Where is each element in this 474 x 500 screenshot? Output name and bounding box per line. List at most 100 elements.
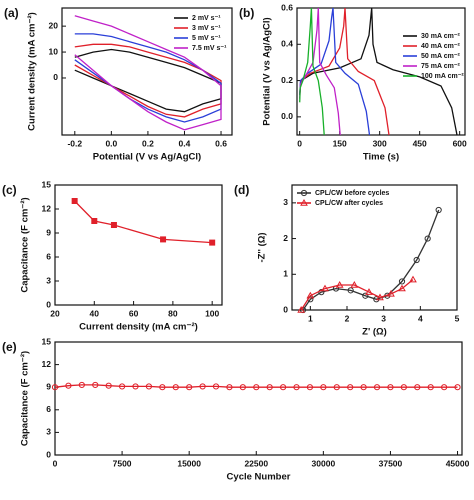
x-tick-label: 450 [413,138,427,148]
legend-label: 7.5 mV s⁻¹ [192,45,227,52]
plot-frame [296,7,466,136]
panel-label: (e) [2,340,17,354]
y-tick-label: 15 [42,179,52,189]
legend-label: 30 mA cm⁻² [421,33,461,40]
y-tick-label: 2 [283,233,288,243]
y-tick-label: 20 [49,20,59,30]
marker [360,384,367,391]
legend-label: 5 mV s⁻¹ [192,35,221,42]
data-line [54,384,458,388]
x-axis-label: Time (s) [363,152,399,163]
marker [413,256,420,264]
marker [321,284,329,292]
marker [400,384,407,391]
x-tick-label: 150 [333,138,347,148]
x-axis-label: Current density (mA cm⁻²) [79,322,198,333]
x-tick-label: 4 [418,313,423,323]
legend-label: CPL/CW after cycles [315,200,383,207]
data-line [299,7,325,136]
marker [266,384,273,391]
marker [253,384,260,391]
marker [333,384,340,391]
panel-label: (b) [239,6,254,20]
marker [118,383,126,390]
marker [320,384,327,391]
marker [454,384,461,391]
y-tick-label: 12 [42,203,52,213]
marker [105,382,112,389]
x-tick-label: 1 [308,313,313,323]
legend-label: 3 mV s⁻¹ [192,25,221,32]
y-tick-label: 0.2 [281,75,293,85]
marker [335,280,344,288]
marker [209,239,216,246]
x-tick-label: 300 [373,138,387,148]
x-tick-label: 0.2 [142,138,154,148]
y-tick-label: 0 [46,299,51,309]
x-axis-label: Z' (Ω) [362,327,387,338]
panel-label: (d) [234,183,249,197]
marker [441,384,448,391]
x-tick-label: 22500 [244,458,268,468]
y-axis-label: -Z'' (Ω) [257,232,268,262]
marker [306,384,314,391]
marker [300,189,308,197]
x-tick-label: 600 [453,138,467,148]
y-tick-label: 12 [42,359,52,369]
plot-frame [54,341,463,456]
legend-label: CPL/CW before cycles [315,190,389,197]
marker [398,278,406,285]
x-tick-label: 0.4 [179,138,191,148]
x-tick-label: 0 [297,138,302,148]
legend-label: 50 mA cm⁻² [421,53,461,60]
x-axis-label: Potential (V vs Ag/AgCl) [93,152,201,163]
panel-label: (a) [4,6,19,20]
y-tick-label: 9 [46,381,51,391]
x-tick-label: 15000 [177,458,201,468]
legend-label: 75 mA cm⁻² [421,63,461,70]
x-axis-label: Cycle Number [227,472,291,483]
x-tick-label: 0.6 [215,138,227,148]
plot-frame [61,7,233,136]
x-tick-label: 100 [205,308,219,318]
y-tick-label: 3 [283,197,288,207]
legend-label: 40 mA cm⁻² [421,43,461,50]
marker [172,384,179,391]
marker [350,280,359,288]
marker [145,383,153,390]
panel-label: (c) [2,183,17,197]
marker [51,384,59,391]
legend-label: 100 mA cm⁻² [421,73,464,80]
marker [212,383,220,390]
x-tick-label: 40 [90,308,100,318]
data-line [300,279,414,311]
y-tick-label: 6 [46,404,51,414]
x-tick-label: 0 [53,458,58,468]
x-tick-label: 3 [381,313,386,323]
marker [293,384,300,391]
marker [186,384,193,391]
plot-frame [54,184,223,306]
y-tick-label: 1 [283,269,288,279]
y-axis-label: Potential (V vs Ag/AgCl) [262,17,273,125]
data-line [302,209,440,311]
data-line [74,48,222,113]
marker [347,384,354,391]
marker [424,235,431,242]
y-tick-label: 6 [46,251,51,261]
y-axis-label: Capacitance (F cm⁻²) [20,351,31,446]
marker [92,381,99,389]
x-tick-label: 5 [455,313,460,323]
marker [297,305,306,313]
marker [373,384,381,391]
marker [376,293,384,301]
data-line [74,15,222,131]
marker [435,206,442,214]
x-tick-label: 30000 [312,458,336,468]
y-tick-label: 0 [283,304,288,314]
y-axis-label: Capacitance (F cm⁻²) [20,197,31,292]
plot-frame [291,184,458,311]
marker [347,287,354,294]
marker [71,198,78,204]
y-tick-label: 10 [49,46,59,56]
